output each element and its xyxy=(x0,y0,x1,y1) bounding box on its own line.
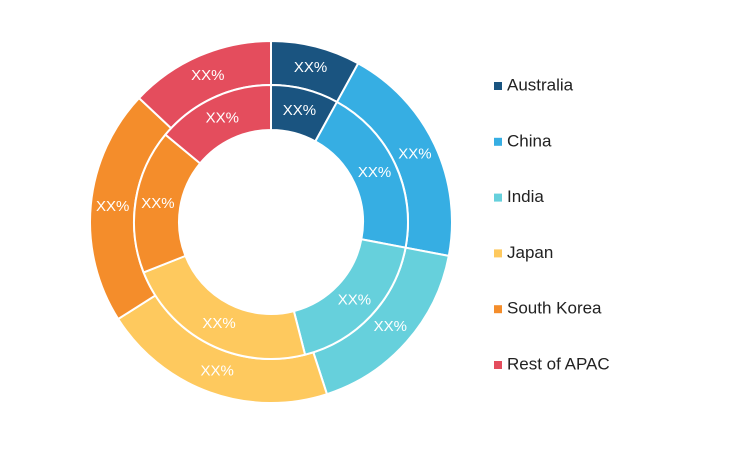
segment-label: XX% xyxy=(283,102,316,119)
legend-marker xyxy=(494,249,502,258)
segment-label: XX% xyxy=(96,198,129,215)
legend-marker xyxy=(494,361,502,369)
legend-marker xyxy=(494,193,502,202)
segment-label: XX% xyxy=(294,59,327,76)
segment-label: XX% xyxy=(141,195,174,212)
donut-segment xyxy=(164,83,272,165)
legend-marker xyxy=(494,137,502,146)
segment-label: XX% xyxy=(338,291,371,308)
legend-label: India xyxy=(507,187,544,206)
legend-label: Rest of APAC xyxy=(507,354,610,373)
segment-label: XX% xyxy=(398,145,431,162)
legend-marker xyxy=(494,305,502,314)
segment-label: XX% xyxy=(200,363,233,380)
legend-marker xyxy=(494,82,502,90)
segment-label: XX% xyxy=(374,318,407,335)
legend-label: South Korea xyxy=(507,299,602,318)
segment-label: XX% xyxy=(191,67,224,84)
segment-label: XX% xyxy=(206,109,239,126)
legend-label: China xyxy=(507,131,552,150)
segment-label: XX% xyxy=(202,315,235,332)
legend-label: Australia xyxy=(507,75,574,94)
legend-label: Japan xyxy=(507,243,553,262)
segment-label: XX% xyxy=(358,164,391,181)
